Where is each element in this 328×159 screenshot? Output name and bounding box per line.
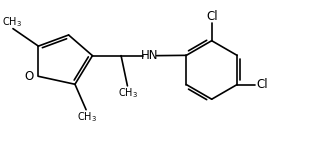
- Text: HN: HN: [141, 49, 158, 62]
- Text: O: O: [25, 70, 34, 83]
- Text: CH$_3$: CH$_3$: [2, 15, 22, 28]
- Text: CH$_3$: CH$_3$: [77, 110, 97, 124]
- Text: CH$_3$: CH$_3$: [118, 86, 138, 100]
- Text: Cl: Cl: [206, 10, 217, 23]
- Text: Cl: Cl: [257, 78, 268, 91]
